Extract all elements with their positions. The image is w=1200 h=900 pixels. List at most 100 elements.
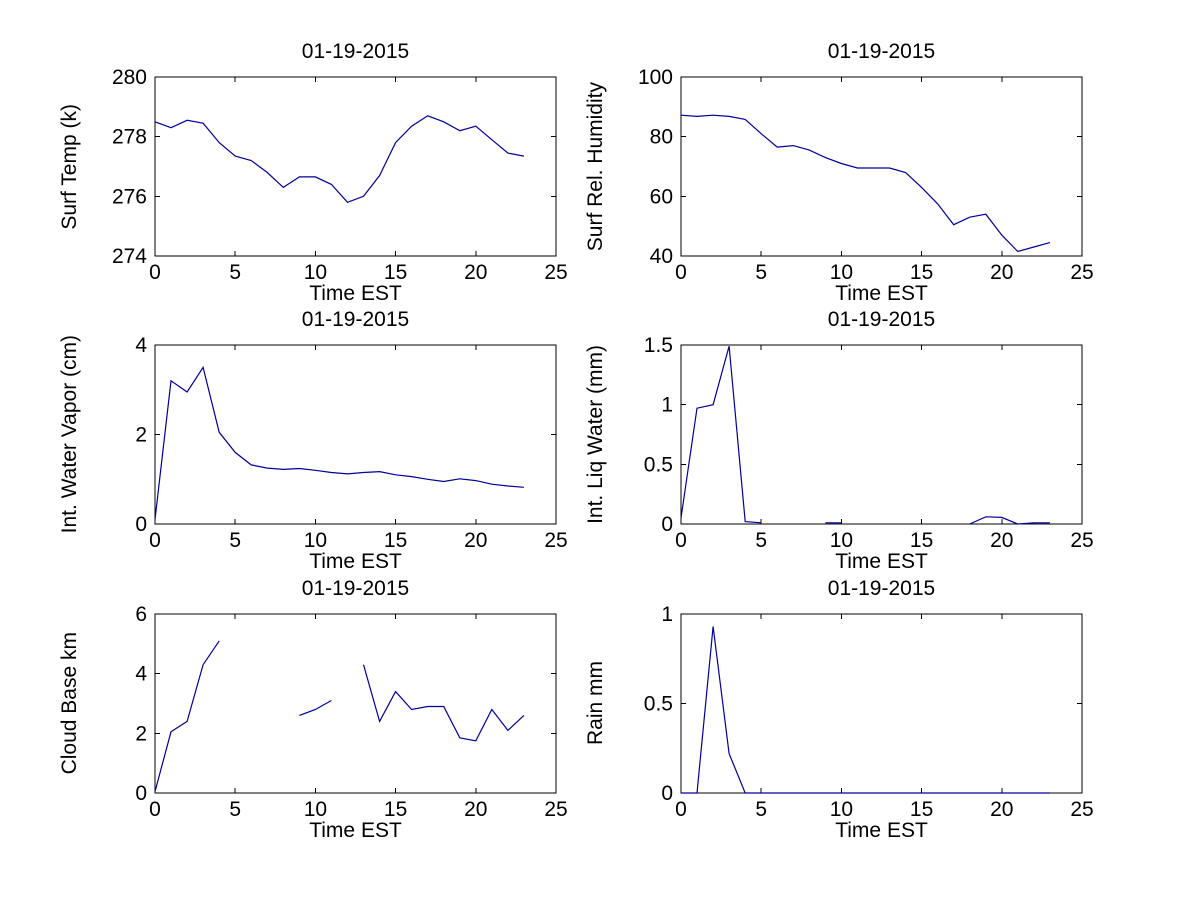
- x-axis-label: Time EST: [309, 550, 402, 573]
- y-tick-label: 60: [650, 185, 673, 208]
- rel-humidity-plot-canvas: 0 5 10 15 20 25 40 60 80 100: [638, 66, 1094, 284]
- axes-box: [154, 613, 557, 794]
- data-line: [154, 365, 524, 520]
- y-axis-label: Surf Temp (k): [58, 103, 81, 230]
- x-axis-label: Time EST: [835, 282, 928, 305]
- x-tick-label: 15: [384, 261, 407, 284]
- subplot-rel-humidity: 0 5 10 15 20 25 40 60 80 100 01-19-2015 Surf Rel.…: [551, 27, 1116, 327]
- y-tick-label: 276: [112, 185, 147, 208]
- x-tick-label: 25: [1070, 529, 1093, 552]
- subplot-rain: 0 5 10 15 20 25 0 0.5 1 01-19-2015 Rain mm Time …: [551, 564, 1116, 864]
- x-tick-label: 20: [990, 529, 1013, 552]
- x-tick-label: 10: [304, 529, 327, 552]
- subplot-water-vapor: 0 5 10 15 20 25 0 2 4 01-19-2015 Int. Water Vapo…: [25, 295, 590, 595]
- plot-title: 01-19-2015: [301, 577, 410, 600]
- axes-box: [154, 344, 557, 525]
- x-tick-label: 0: [149, 261, 161, 284]
- x-axis-label: Time EST: [835, 819, 928, 842]
- axes-box: [154, 76, 557, 257]
- y-tick-label: 0: [661, 513, 673, 536]
- data-line: [362, 664, 525, 742]
- y-tick-label: 40: [650, 245, 673, 268]
- x-tick-label: 20: [464, 798, 487, 821]
- x-tick-label: 25: [544, 798, 567, 821]
- subplot-liq-water: 0 5 10 15 20 25 0 0.5 1 1.5 01-19-2015 Int. Liq W…: [551, 295, 1116, 595]
- plot-title: 01-19-2015: [301, 308, 410, 331]
- x-tick-label: 0: [149, 529, 161, 552]
- y-tick-label: 0: [135, 782, 147, 805]
- subplot-cloud-base: 0 5 10 15 20 25 0 2 4 6 01-19-2015 Cloud Base km …: [25, 564, 590, 864]
- x-tick-label: 10: [830, 529, 853, 552]
- y-axis-label-wrap: Rain mm: [551, 614, 641, 793]
- y-tick-label: 0: [661, 782, 673, 805]
- rain-plot-canvas: 0 5 10 15 20 25 0 0.5 1: [644, 603, 1094, 821]
- axes-box: [680, 613, 1083, 794]
- axes-box: [680, 344, 1083, 525]
- x-tick-label: 0: [675, 261, 687, 284]
- y-tick-label: 278: [112, 126, 147, 149]
- x-tick-label: 15: [910, 261, 933, 284]
- y-tick-label: 100: [638, 66, 673, 89]
- x-tick-label: 20: [464, 529, 487, 552]
- x-tick-label: 20: [990, 261, 1013, 284]
- x-tick-label: 5: [755, 798, 767, 821]
- y-tick-label: 2: [135, 424, 147, 447]
- y-tick-label: 1.5: [644, 334, 673, 357]
- y-axis-label: Rain mm: [584, 661, 607, 746]
- x-tick-label: 10: [830, 798, 853, 821]
- x-tick-label: 5: [755, 261, 767, 284]
- x-tick-label: 25: [1070, 798, 1093, 821]
- x-tick-label: 10: [830, 261, 853, 284]
- y-tick-label: 0.5: [644, 693, 673, 716]
- x-tick-label: 15: [910, 529, 933, 552]
- x-tick-label: 10: [304, 798, 327, 821]
- y-axis-label: Int. Liq Water (mm): [584, 345, 607, 524]
- x-axis-label: Time EST: [309, 819, 402, 842]
- y-axis-label: Int. Water Vapor (cm): [58, 335, 81, 534]
- y-axis-label: Cloud Base km: [58, 632, 81, 775]
- y-tick-label: 1: [661, 394, 673, 417]
- x-tick-label: 15: [384, 798, 407, 821]
- x-tick-label: 0: [675, 798, 687, 821]
- y-axis-label-wrap: Int. Liq Water (mm): [551, 345, 641, 524]
- subplot-surf-temp: 0 5 10 15 20 25 274 276 278 280 01-19-2015 Surf T…: [25, 27, 590, 327]
- surf-temp-plot-canvas: 0 5 10 15 20 25 274 276 278 280: [112, 66, 568, 284]
- y-tick-label: 4: [135, 663, 147, 686]
- y-tick-label: 1: [661, 603, 673, 626]
- x-axis-label: Time EST: [835, 550, 928, 573]
- x-tick-label: 20: [990, 798, 1013, 821]
- y-tick-label: 274: [112, 245, 147, 268]
- y-axis-label-wrap: Surf Temp (k): [25, 77, 115, 256]
- y-tick-label: 80: [650, 126, 673, 149]
- x-tick-label: 25: [544, 529, 567, 552]
- data-line: [680, 114, 1051, 253]
- liq-water-plot-canvas: 0 5 10 15 20 25 0 0.5 1 1.5: [644, 334, 1094, 552]
- y-tick-label: 4: [135, 334, 147, 357]
- x-tick-label: 5: [229, 261, 241, 284]
- data-line: [299, 699, 332, 716]
- x-tick-label: 25: [1070, 261, 1093, 284]
- plot-title: 01-19-2015: [827, 577, 936, 600]
- x-tick-label: 5: [755, 529, 767, 552]
- y-tick-label: 0.5: [644, 453, 673, 476]
- x-tick-label: 15: [910, 798, 933, 821]
- y-axis-label-wrap: Cloud Base km: [25, 614, 115, 793]
- y-axis-label: Surf Rel. Humidity: [584, 81, 607, 252]
- plot-title: 01-19-2015: [301, 40, 410, 63]
- water-vapor-plot-canvas: 0 5 10 15 20 25 0 2 4: [135, 334, 567, 552]
- x-tick-label: 5: [229, 529, 241, 552]
- x-tick-label: 15: [384, 529, 407, 552]
- x-tick-label: 10: [304, 261, 327, 284]
- data-line: [969, 516, 1050, 525]
- y-axis-label-wrap: Int. Water Vapor (cm): [25, 335, 115, 533]
- x-axis-label: Time EST: [309, 282, 402, 305]
- x-tick-label: 0: [149, 798, 161, 821]
- axes-box: [680, 76, 1083, 257]
- y-tick-label: 2: [135, 722, 147, 745]
- data-line: [154, 115, 525, 204]
- y-tick-label: 280: [112, 66, 147, 89]
- data-line: [680, 346, 762, 524]
- x-tick-label: 20: [464, 261, 487, 284]
- plot-title: 01-19-2015: [827, 40, 936, 63]
